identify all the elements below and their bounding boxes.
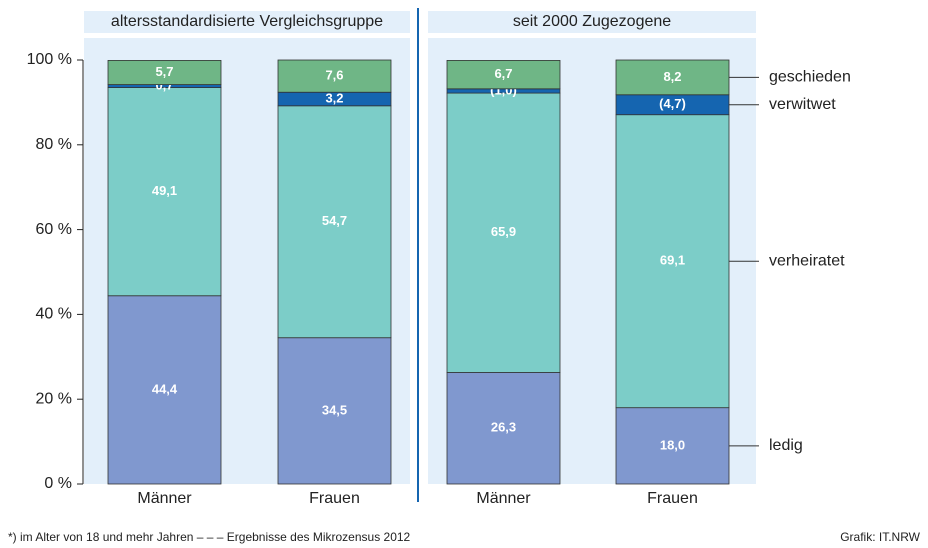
bar-segment xyxy=(615,407,730,485)
x-tick-label: Frauen xyxy=(647,490,698,507)
source: Grafik: IT.NRW xyxy=(840,530,920,544)
bar-segment xyxy=(277,105,392,339)
bar-segment xyxy=(107,295,222,485)
y-tick-label: 40 % xyxy=(36,306,72,323)
value-label: 5,7 xyxy=(155,64,173,79)
group-header-bg xyxy=(84,11,410,33)
x-tick-label: Männer xyxy=(476,490,531,507)
y-tick-label: 80 % xyxy=(36,136,72,153)
value-label: (4,7) xyxy=(659,96,686,111)
value-label: 8,2 xyxy=(663,69,681,84)
legend-label: geschieden xyxy=(769,69,851,86)
bar-segment xyxy=(277,337,392,485)
value-label: 69,1 xyxy=(660,253,685,268)
y-tick-label: 60 % xyxy=(36,221,72,238)
value-label: 6,7 xyxy=(494,66,512,81)
bar-segment xyxy=(446,92,561,373)
group-label: altersstandardisierte Vergleichsgruppe xyxy=(111,13,383,30)
x-tick-label: Männer xyxy=(137,490,192,507)
footnote: *) im Alter von 18 und mehr Jahren – – –… xyxy=(8,530,411,544)
value-label: 54,7 xyxy=(322,213,347,228)
value-label: 49,1 xyxy=(152,183,177,198)
value-label: 44,4 xyxy=(152,381,178,396)
value-label: 3,2 xyxy=(325,90,343,105)
bar-segment xyxy=(277,59,392,93)
bar-segment xyxy=(446,372,561,485)
value-label: 34,5 xyxy=(322,402,347,417)
legend-label: verwitwet xyxy=(769,96,836,113)
value-label: 65,9 xyxy=(491,224,516,239)
value-label: 18,0 xyxy=(660,437,685,452)
bar-segment xyxy=(615,114,730,409)
group-header-bg xyxy=(428,11,756,33)
x-tick-label: Frauen xyxy=(309,490,360,507)
bar-segment xyxy=(446,60,561,90)
legend-label: ledig xyxy=(769,437,803,454)
y-tick-label: 20 % xyxy=(36,390,72,407)
bar-segment xyxy=(107,87,222,297)
value-label: 7,6 xyxy=(325,68,343,83)
legend-label: verheiratet xyxy=(769,252,845,269)
value-label: 26,3 xyxy=(491,420,516,435)
y-tick-label: 0 % xyxy=(44,475,72,492)
y-tick-label: 100 % xyxy=(27,51,72,68)
group-label: seit 2000 Zugezogene xyxy=(513,13,671,30)
bar-segment xyxy=(107,60,222,85)
